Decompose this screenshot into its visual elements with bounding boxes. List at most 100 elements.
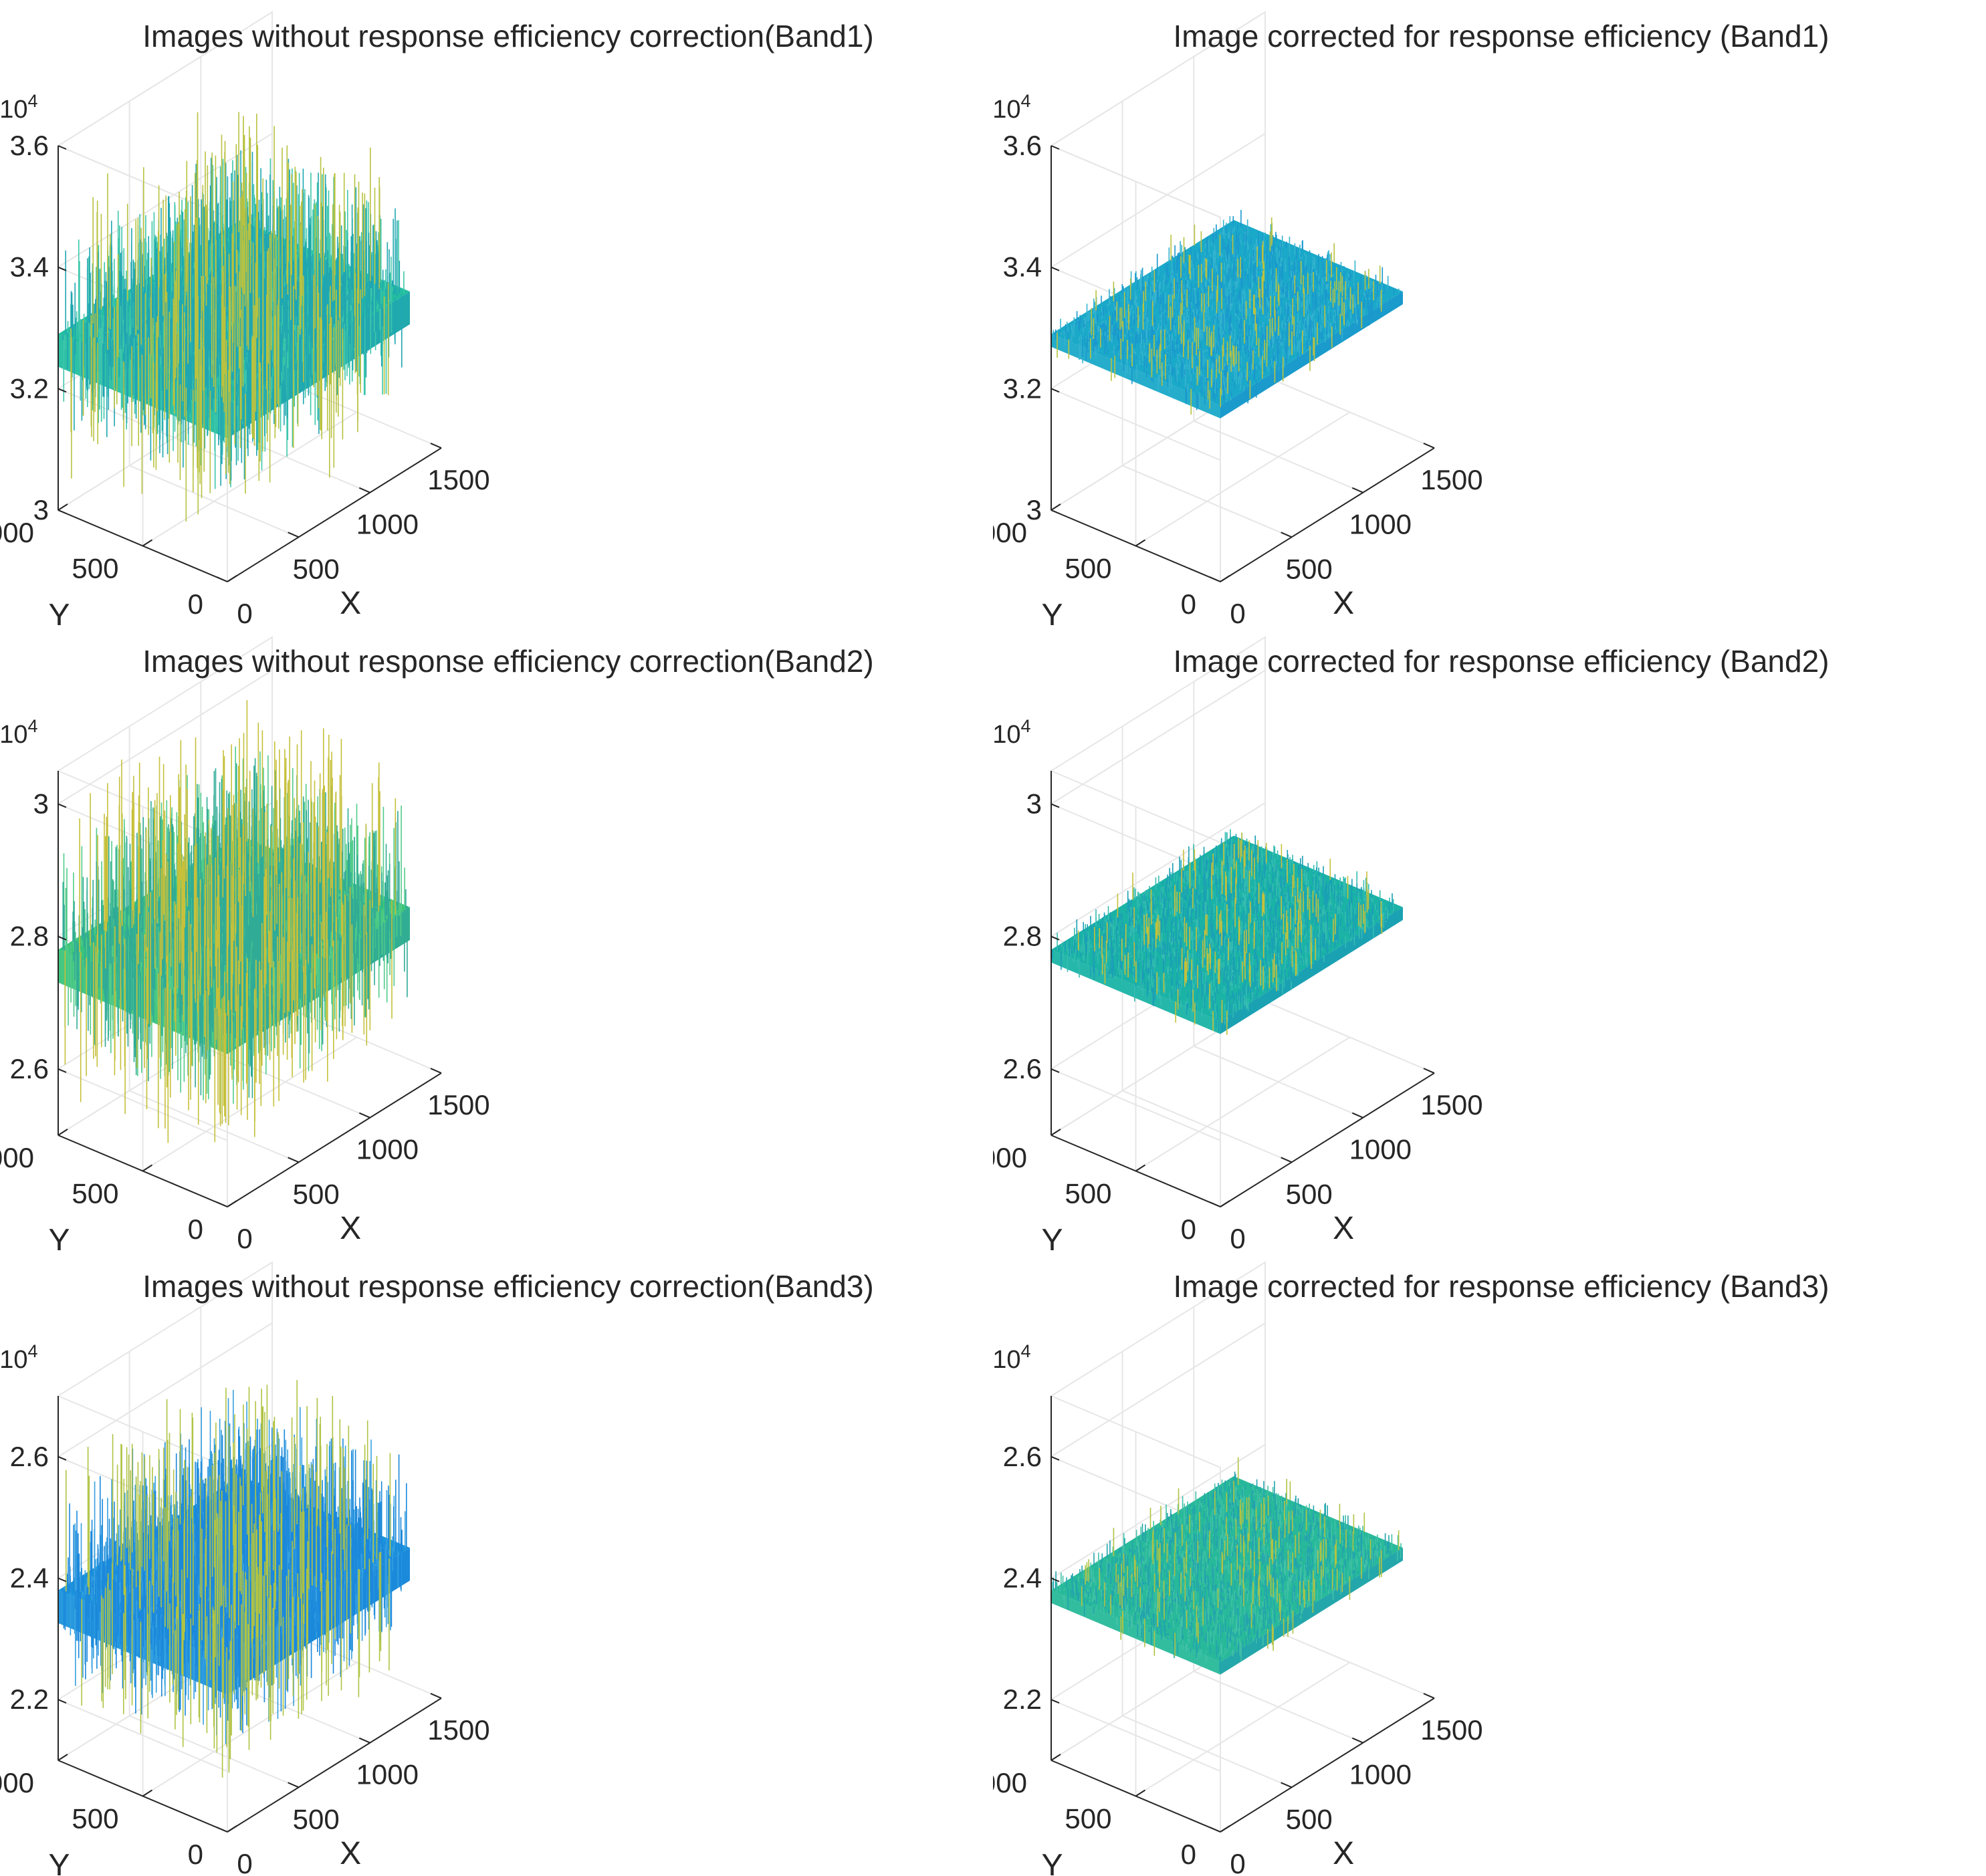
x-tick-label: 1500 bbox=[427, 464, 489, 495]
x-axis-label: X bbox=[1333, 1836, 1354, 1871]
axes: 2.2 2.4 2.6 0 500 1000 0 500 1000 1500 bbox=[993, 1396, 1483, 1875]
x-tick-label: 0 bbox=[1230, 598, 1245, 625]
x-axis-line bbox=[227, 447, 442, 582]
x-tick-label: 1500 bbox=[1420, 1714, 1482, 1746]
x-tick-label: 1500 bbox=[1420, 1089, 1482, 1121]
z-tick bbox=[58, 509, 67, 514]
x-axis-label: X bbox=[340, 1836, 361, 1871]
x-tick-label: 500 bbox=[293, 553, 340, 584]
box-floor-back bbox=[1049, 1001, 1266, 1207]
y-tick-label: 500 bbox=[1065, 553, 1111, 584]
z-tick bbox=[1051, 1577, 1060, 1582]
z-exponent-label: ×104 bbox=[993, 1341, 1031, 1374]
x-tick bbox=[1281, 1782, 1293, 1788]
y-tick-label: 0 bbox=[1181, 1839, 1196, 1870]
z-tick-label: 2.6 bbox=[10, 1053, 49, 1084]
x-tick-label: 0 bbox=[237, 1848, 252, 1875]
z-tick-label: 3.4 bbox=[10, 251, 49, 283]
x-axis-line bbox=[1220, 1072, 1435, 1207]
surface-plot: 2.22.42.605001000050010001500YXDN×104Ima… bbox=[993, 1261, 1829, 1875]
x-tick bbox=[1423, 1068, 1435, 1074]
z-exponent-power: 4 bbox=[1020, 1341, 1030, 1361]
axes: 2.6 2.8 3 0 500 1000 0 500 1000 1500 bbox=[993, 771, 1483, 1250]
x-tick bbox=[216, 1827, 228, 1833]
surface-spikes-shade bbox=[1051, 834, 1397, 1033]
z-tick-label: 3.2 bbox=[10, 372, 49, 404]
z-tick bbox=[58, 935, 67, 941]
z-tick bbox=[58, 388, 67, 393]
z-tick bbox=[1051, 145, 1060, 150]
y-tick bbox=[1135, 1789, 1146, 1797]
y-tick-label: 1000 bbox=[0, 517, 34, 548]
surface-mesh bbox=[58, 700, 410, 1143]
x-tick-label: 500 bbox=[293, 1803, 340, 1835]
axes: 2.6 2.8 3 0 500 1000 0 500 1000 1500 bbox=[0, 771, 490, 1250]
x-tick bbox=[1209, 576, 1221, 582]
z-tick bbox=[58, 1455, 67, 1461]
y-tick-label: 500 bbox=[72, 1178, 118, 1209]
z-tick-label: 2.6 bbox=[1003, 1053, 1042, 1084]
chart-panel-4: 2.62.8305001000050010001500YXDN×104Image… bbox=[993, 625, 1986, 1250]
x-axis-label: X bbox=[340, 1211, 361, 1246]
y-tick-label: 1000 bbox=[993, 517, 1027, 548]
x-tick-label: 500 bbox=[1286, 1178, 1333, 1209]
x-tick-label: 0 bbox=[1230, 1848, 1245, 1875]
z-exponent-power: 4 bbox=[27, 91, 37, 111]
x-tick bbox=[288, 532, 300, 538]
surface-plot: 2.22.42.605001000050010001500YXDN×104Ima… bbox=[0, 1261, 874, 1875]
y-tick bbox=[1220, 575, 1230, 582]
x-tick bbox=[358, 1737, 370, 1744]
y-tick-label: 0 bbox=[1181, 588, 1196, 620]
y-tick-label: 500 bbox=[1065, 1803, 1111, 1835]
x-axis-label: X bbox=[340, 586, 361, 621]
x-tick bbox=[358, 487, 370, 493]
x-tick bbox=[216, 1201, 228, 1207]
y-tick bbox=[227, 575, 237, 582]
surface-spikes-shade bbox=[1053, 1472, 1392, 1673]
z-tick bbox=[58, 266, 67, 271]
x-tick-label: 1000 bbox=[1349, 509, 1412, 540]
chart-title: Images without response efficiency corre… bbox=[142, 644, 874, 679]
x-tick bbox=[1351, 1737, 1363, 1744]
y-tick-label: 1000 bbox=[0, 1142, 34, 1173]
x-tick bbox=[358, 1112, 370, 1119]
z-exponent-power: 4 bbox=[27, 716, 37, 736]
x-tick-label: 1000 bbox=[1349, 1759, 1412, 1790]
surface-plot: 33.23.43.605001000050010001500YXDN×104Im… bbox=[0, 11, 874, 626]
x-tick bbox=[1209, 1827, 1221, 1833]
x-tick-label: 500 bbox=[293, 1178, 340, 1209]
y-tick-label: 1000 bbox=[993, 1767, 1027, 1798]
z-tick bbox=[1051, 1699, 1060, 1704]
y-axis-label: Y bbox=[1041, 598, 1063, 626]
y-tick-label: 0 bbox=[188, 1213, 203, 1245]
y-axis-label: Y bbox=[48, 598, 70, 626]
x-grid-line bbox=[1264, 12, 1435, 449]
y-tick bbox=[1135, 539, 1146, 547]
x-axis-line bbox=[227, 1697, 442, 1833]
x-axis-line bbox=[1220, 447, 1435, 582]
z-tick-label: 2.6 bbox=[10, 1441, 49, 1472]
x-axis-line bbox=[1220, 1697, 1435, 1833]
z-tick-label: 3.4 bbox=[1003, 251, 1042, 283]
z-tick bbox=[1051, 935, 1060, 941]
surface-mesh bbox=[1051, 829, 1403, 1035]
y-tick-label: 0 bbox=[188, 1839, 203, 1870]
surface-spikes-high bbox=[66, 1380, 391, 1778]
x-tick-label: 1500 bbox=[427, 1714, 489, 1746]
z-tick bbox=[1051, 1068, 1060, 1073]
surface-plot: 33.23.43.605001000050010001500YXDN×104Im… bbox=[993, 11, 1829, 626]
z-exponent-label: ×104 bbox=[993, 91, 1031, 124]
y-tick-label: 500 bbox=[72, 1803, 118, 1835]
axes: 3 3.2 3.4 3.6 0 500 1000 0 500 1000 1500 bbox=[993, 130, 1483, 625]
z-tick-label: 2.8 bbox=[1003, 921, 1042, 952]
x-tick-label: 0 bbox=[237, 598, 252, 625]
z-tick bbox=[1051, 509, 1060, 514]
z-exponent-label: ×104 bbox=[0, 1341, 38, 1374]
z-exponent-power: 4 bbox=[1020, 91, 1030, 111]
x-grid-line bbox=[1264, 1262, 1435, 1699]
surface-mesh bbox=[1051, 1457, 1403, 1675]
y-tick-label: 0 bbox=[1181, 1213, 1196, 1245]
x-tick-label: 1000 bbox=[1349, 1134, 1412, 1165]
x-tick-label: 500 bbox=[1286, 553, 1333, 584]
x-tick bbox=[288, 1157, 300, 1163]
